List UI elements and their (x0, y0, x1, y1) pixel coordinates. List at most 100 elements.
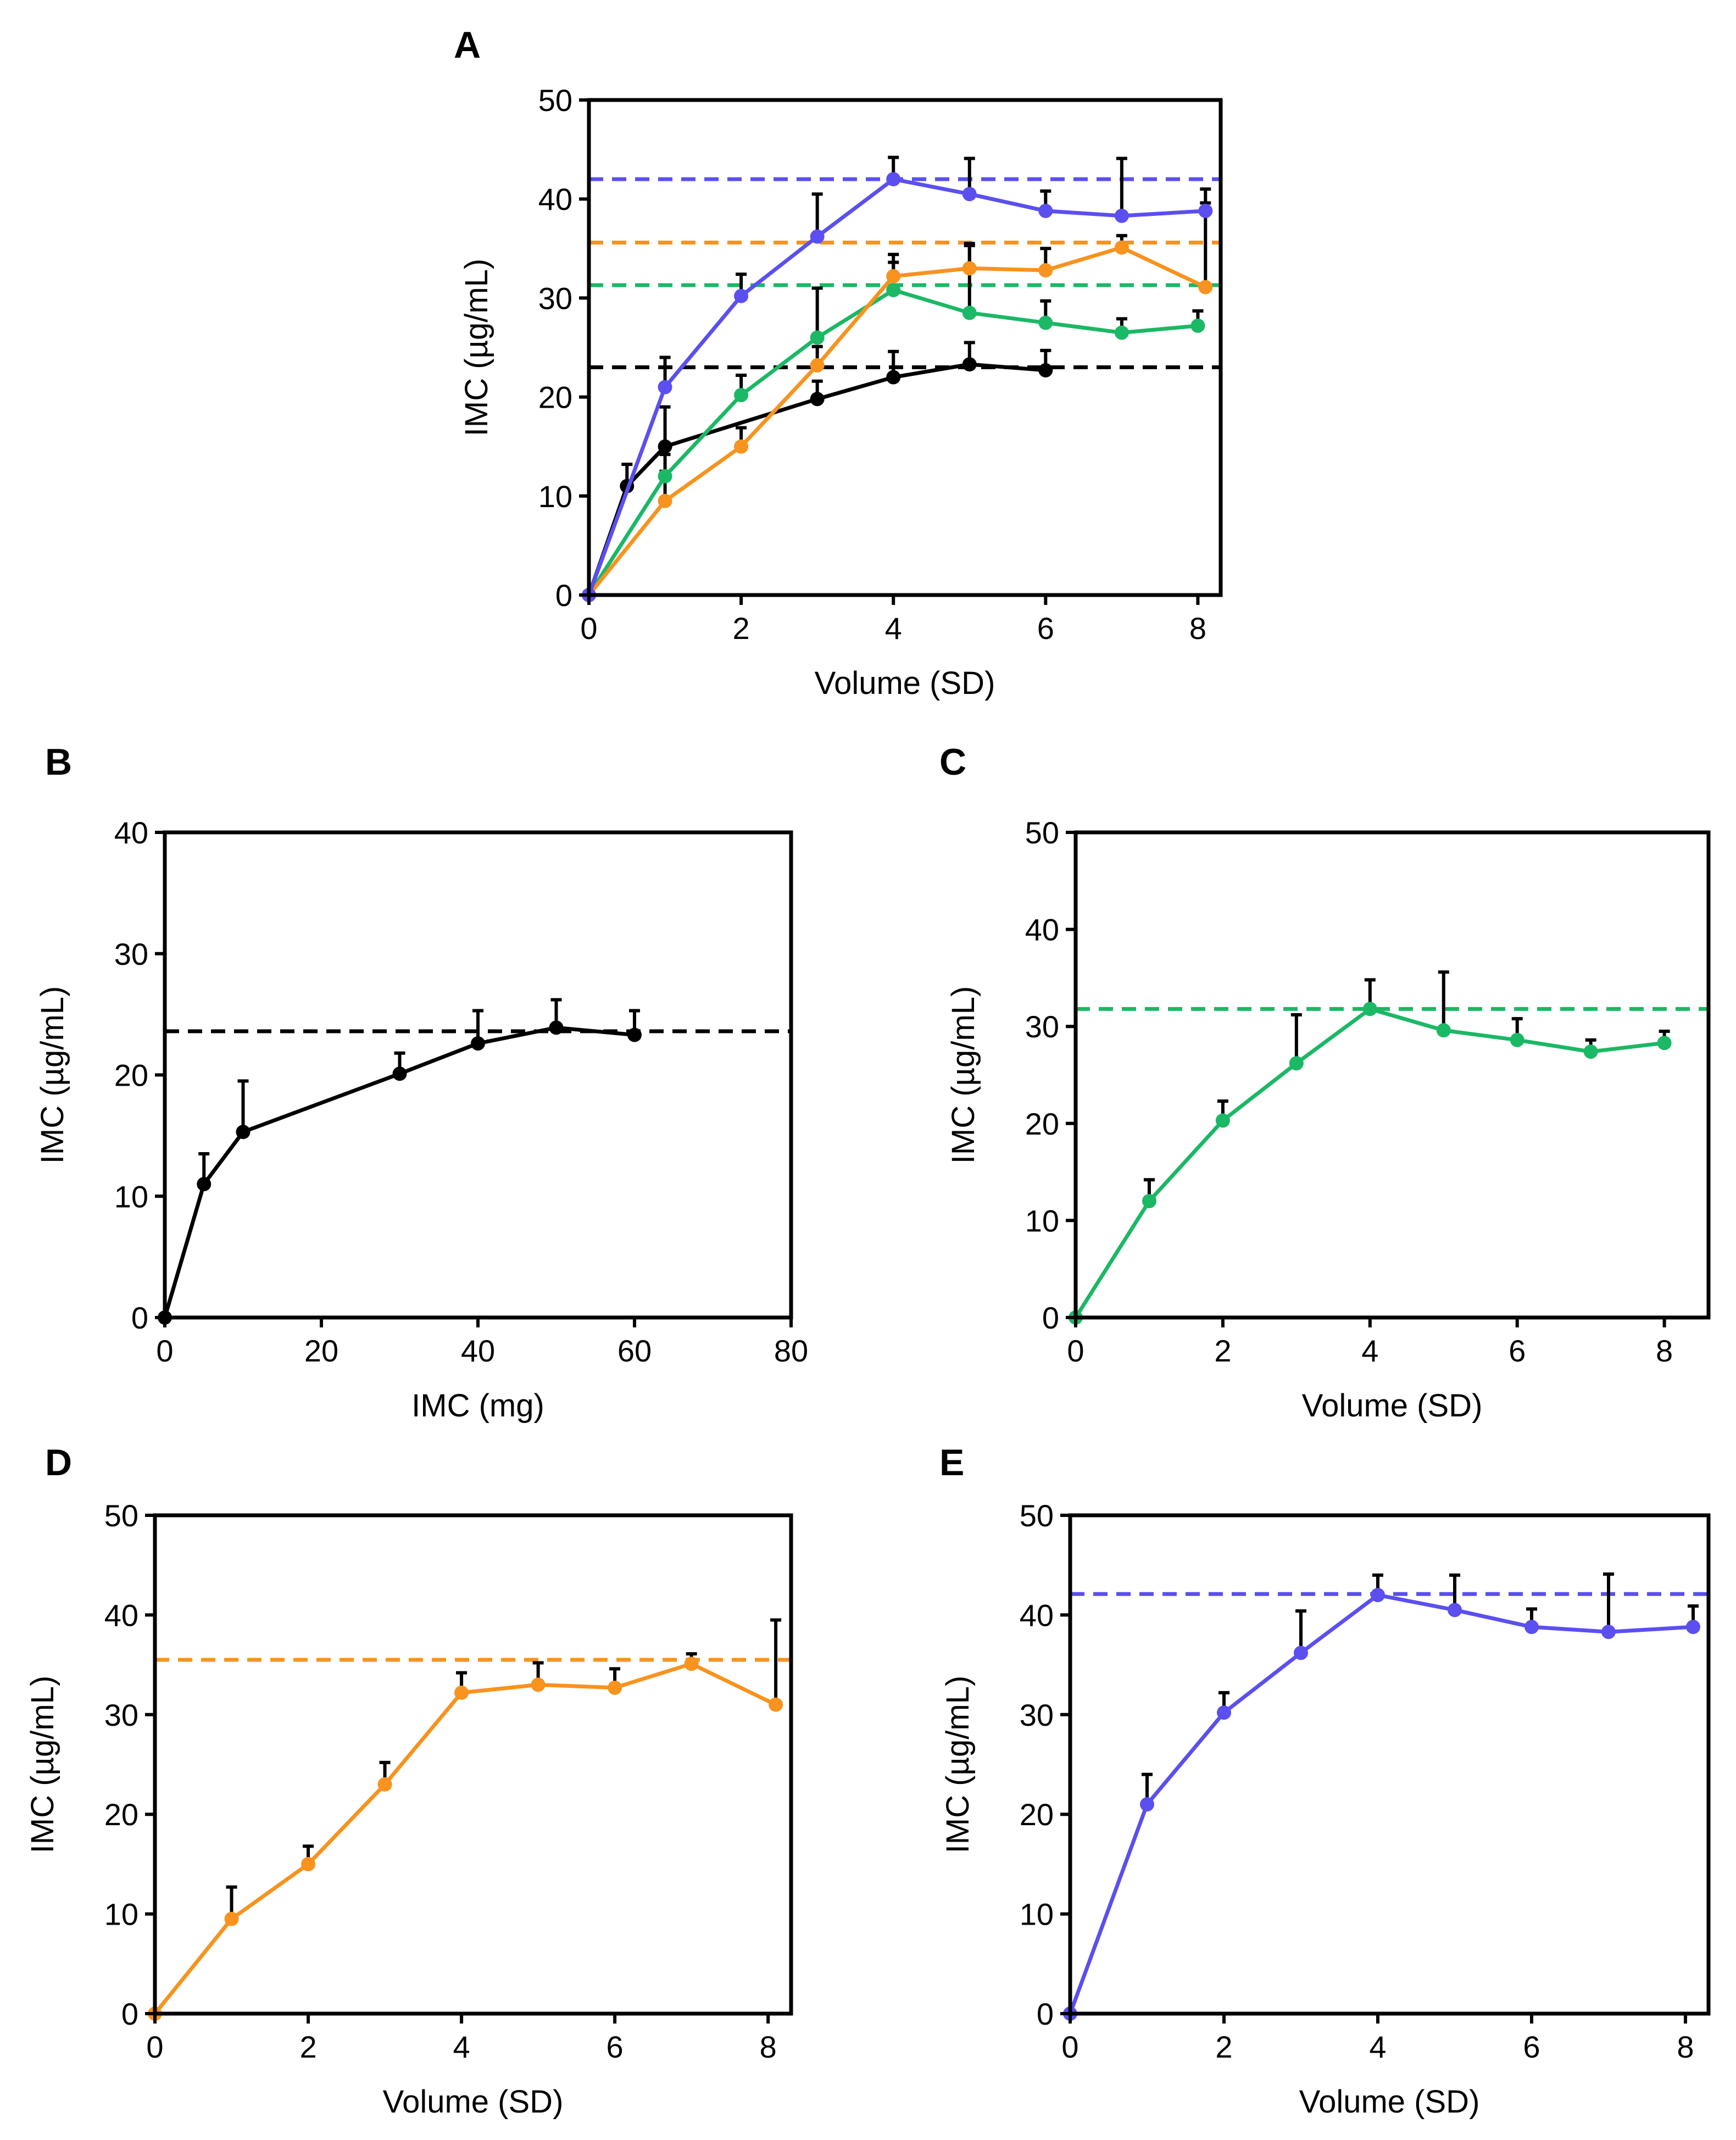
plot-frame (153, 1513, 793, 2016)
y-tick-label: 30 (1025, 1009, 1059, 1044)
y-axis-label: IMC (µg/mL) (945, 986, 981, 1164)
y-tick-label: 50 (1025, 815, 1059, 850)
x-tick-label: 4 (1361, 1333, 1378, 1368)
data-point-orange (224, 1911, 239, 1926)
x-tick-label: 60 (617, 1333, 652, 1368)
y-tick-label: 10 (1020, 1897, 1054, 1932)
data-point-orange (658, 493, 672, 508)
data-point-blue (886, 172, 901, 187)
plot-frame (587, 98, 1223, 597)
y-axis-label: IMC (µg/mL) (25, 1676, 60, 1853)
data-point-orange (769, 1697, 783, 1712)
panel-letter: C (939, 741, 966, 783)
y-tick-label: 40 (1020, 1598, 1054, 1632)
panel-letter: B (45, 741, 72, 783)
x-axis-label: Volume (SD) (1302, 1388, 1483, 1424)
x-tick-label: 2 (1214, 1333, 1231, 1368)
data-point-green (1510, 1032, 1524, 1047)
y-tick-label: 40 (1025, 913, 1059, 947)
x-tick-label: 0 (146, 2030, 163, 2064)
data-point-orange (1114, 240, 1129, 255)
x-tick-label: 2 (733, 611, 750, 646)
x-tick-label: 2 (299, 2030, 316, 2064)
y-tick-label: 30 (1020, 1698, 1054, 1732)
y-tick-label: 20 (1020, 1797, 1054, 1832)
data-point-blue (1371, 1588, 1385, 1603)
x-axis-label: Volume (SD) (1299, 2084, 1480, 2120)
plot-frame (1068, 1513, 1711, 2016)
panel-e: E 0 2 4 6 8 0 10 20 30 40 50 Volume (SD) IMC (µg/mL) (939, 1442, 1711, 2120)
x-tick-label: 8 (1677, 2030, 1694, 2064)
data-point-blue (1198, 203, 1213, 218)
data-point-green (886, 282, 901, 297)
y-tick-label: 0 (1037, 1997, 1054, 2031)
data-point-black (197, 1177, 212, 1192)
data-point-black (549, 1020, 564, 1035)
plot-frame (163, 830, 793, 1320)
y-tick-label: 30 (538, 281, 572, 315)
data-point-black (658, 439, 672, 454)
y-tick-label: 0 (131, 1300, 148, 1335)
x-tick-label: 0 (1061, 2030, 1078, 2064)
y-tick-label: 10 (1025, 1203, 1059, 1238)
plot-frame (1073, 830, 1711, 1320)
data-point-orange (531, 1677, 546, 1692)
panel-d: D 0 2 4 6 8 0 10 20 30 40 50 Volume (SD) IMC (µg/mL) (25, 1442, 793, 2120)
data-point-orange (962, 261, 977, 276)
data-point-orange (454, 1685, 469, 1700)
x-tick-label: 2 (1215, 2030, 1232, 2064)
data-point-orange (1198, 280, 1213, 294)
y-tick-label: 0 (1042, 1300, 1059, 1335)
data-point-blue (1686, 1620, 1700, 1635)
y-tick-label: 40 (104, 1598, 138, 1632)
y-tick-label: 10 (538, 479, 572, 514)
data-point-blue (1217, 1705, 1231, 1720)
data-point-green (1114, 325, 1129, 340)
y-tick-label: 20 (1025, 1107, 1059, 1141)
y-tick-label: 50 (1020, 1498, 1054, 1533)
x-axis-label: IMC (mg) (411, 1388, 544, 1424)
x-axis-label: Volume (SD) (815, 665, 995, 701)
data-point-green (810, 330, 825, 345)
y-tick-label: 0 (555, 578, 572, 613)
data-point-black (886, 370, 901, 385)
data-point-orange (1038, 263, 1053, 277)
data-point-blue (962, 187, 977, 202)
data-point-black (1038, 363, 1053, 377)
x-tick-label: 4 (453, 2030, 470, 2064)
data-point-blue (1448, 1603, 1462, 1617)
data-point-black (810, 392, 825, 407)
panel-letter: A (454, 24, 481, 66)
y-tick-label: 20 (114, 1058, 148, 1093)
y-tick-label: 40 (114, 815, 148, 850)
y-axis-label: IMC (µg/mL) (940, 1676, 976, 1853)
data-point-green (1190, 318, 1205, 333)
y-tick-label: 50 (538, 83, 572, 118)
data-point-blue (1038, 203, 1053, 218)
data-point-green (1289, 1056, 1304, 1071)
x-tick-label: 8 (1656, 1333, 1673, 1368)
x-tick-label: 20 (304, 1333, 338, 1368)
x-tick-label: 80 (774, 1333, 808, 1368)
x-tick-label: 0 (1067, 1333, 1084, 1368)
data-point-green (1657, 1036, 1672, 1050)
x-tick-label: 6 (1523, 2030, 1540, 2064)
data-point-blue (658, 380, 672, 394)
data-point-orange (810, 358, 825, 373)
x-tick-label: 4 (885, 611, 902, 646)
x-tick-label: 6 (607, 2030, 624, 2064)
panel-c: C 0 2 4 6 8 0 10 20 30 40 50 Volume (SD) IMC (µg/mL) (939, 741, 1711, 1424)
x-tick-label: 4 (1369, 2030, 1386, 2064)
data-point-green (1583, 1044, 1598, 1059)
y-tick-label: 10 (104, 1897, 138, 1932)
data-point-blue (1140, 1797, 1154, 1812)
data-point-orange (734, 439, 749, 454)
data-point-blue (1601, 1625, 1616, 1639)
panel-letter: D (45, 1442, 72, 1483)
y-tick-label: 40 (538, 182, 572, 216)
series-line-green (1074, 1007, 1665, 1319)
series-line-orange (153, 1661, 777, 2015)
panel-letter: E (939, 1442, 964, 1483)
x-tick-label: 6 (1037, 611, 1054, 646)
x-tick-label: 8 (1189, 611, 1206, 646)
